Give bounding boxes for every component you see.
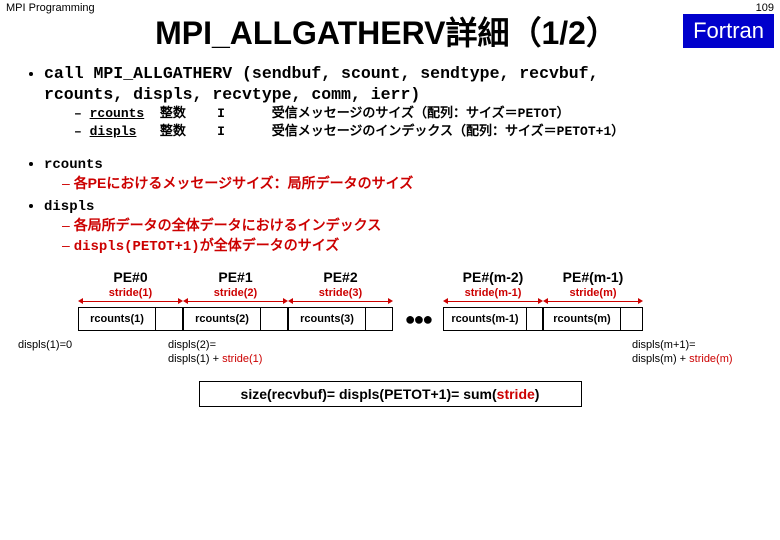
rcount-box: rcounts(m-1): [443, 307, 527, 331]
rcount-box: rcounts(m): [543, 307, 621, 331]
rcount-box: rcounts(2): [183, 307, 261, 331]
diagram: PE#0 PE#1 PE#2 PE#(m-2) PE#(m-1) stride(…: [0, 269, 780, 367]
bullet-code: displs(PETOT+1): [74, 239, 200, 255]
param-suffix: ）: [557, 105, 570, 120]
fortran-badge: Fortran: [683, 14, 774, 48]
param-name: displs: [90, 124, 137, 139]
param-type: 整数: [160, 106, 186, 121]
param-rcounts: – rcounts 整数 I 受信メッセージのサイズ（配列：サイズ＝PETOT）: [74, 105, 758, 123]
pe-label: PE#(m-1): [543, 269, 643, 285]
stride-label: stride(2): [214, 287, 257, 299]
param-type: 整数: [160, 124, 186, 139]
bullet-rcounts: rcounts 各PEにおけるメッセージサイズ：局所データのサイズ: [44, 155, 758, 193]
param-displs: – displs 整数 I 受信メッセージのインデックス（配列：サイズ＝PETO…: [74, 123, 758, 141]
displs-mid: displs(2)= displs(1) + stride(1): [168, 339, 318, 367]
bullet-head: displs: [44, 199, 94, 215]
param-petot: PETOT+1: [557, 124, 612, 139]
pe-label: PE#2: [288, 269, 393, 285]
bullet-rest: が全体データのサイズ: [200, 237, 340, 253]
rcount-box: rcounts(3): [288, 307, 366, 331]
bullet-sub: 各PEにおけるメッセージサイズ：局所データのサイズ: [74, 175, 414, 191]
stride-label: stride(1): [109, 287, 152, 299]
call-line-2: rcounts, displs, recvtype, comm, ierr): [44, 85, 758, 106]
bullet-displs: displs 各局所データの全体データにおけるインデックス displs(PET…: [44, 197, 758, 255]
pe-label: PE#(m-2): [443, 269, 543, 285]
call-signature: call MPI_ALLGATHERV (sendbuf, scount, se…: [44, 64, 758, 141]
bullet-head: rcounts: [44, 157, 103, 173]
stride-label: stride(m): [569, 287, 616, 299]
rcount-box: rcounts(1): [78, 307, 156, 331]
param-io: I: [217, 124, 225, 139]
param-io: I: [217, 106, 225, 121]
page-title: MPI_ALLGATHERV詳細（1/2）: [0, 8, 683, 54]
bullet-sub: 各局所データの全体データにおけるインデックス: [74, 217, 382, 233]
param-name: rcounts: [90, 106, 145, 121]
param-desc: 受信メッセージのサイズ（配列：サイズ＝: [272, 105, 518, 120]
displs-label: displs(1)=0: [18, 339, 113, 353]
dots: ●●●: [393, 309, 443, 330]
pe-label: PE#1: [183, 269, 288, 285]
footer-formula: size(recvbuf)= displs(PETOT+1)= sum(stri…: [199, 381, 582, 407]
param-suffix: ）: [611, 123, 624, 138]
param-petot: PETOT: [518, 106, 557, 121]
call-line-1: call MPI_ALLGATHERV (sendbuf, scount, se…: [44, 64, 758, 85]
displs-right: displs(m+1)= displs(m) + stride(m): [632, 339, 762, 367]
param-desc: 受信メッセージのインデックス（配列：サイズ＝: [272, 123, 557, 138]
stride-label: stride(m-1): [465, 287, 522, 299]
stride-label: stride(3): [319, 287, 362, 299]
pe-label: PE#0: [78, 269, 183, 285]
